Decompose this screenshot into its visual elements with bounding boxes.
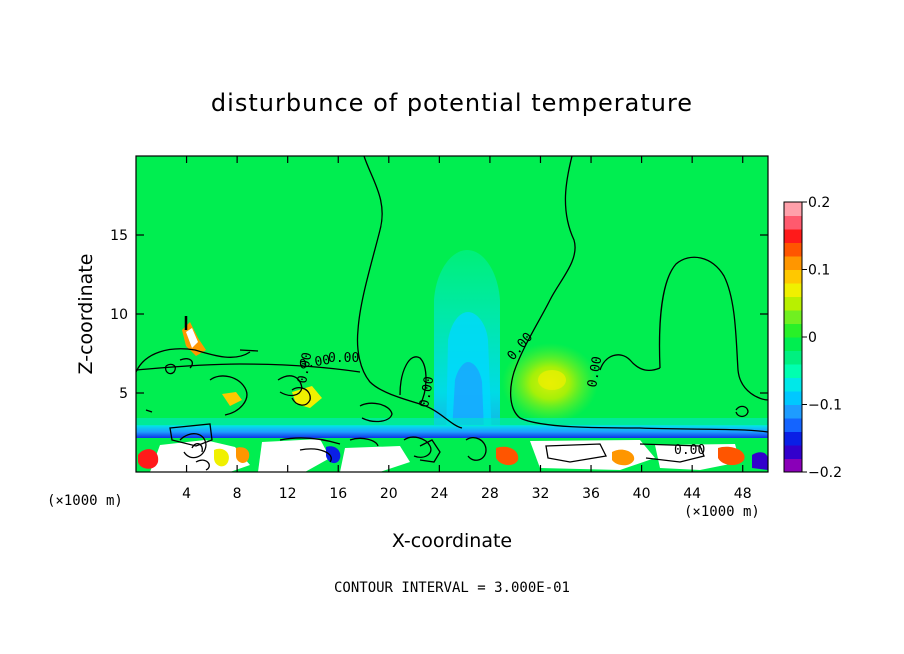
warm-blob-2 <box>222 392 242 406</box>
contour-line-18 <box>403 436 441 463</box>
surface-warm-patch-3 <box>236 447 250 463</box>
colorbar-swatch <box>784 350 802 365</box>
y-axis: 5 10 15 <box>110 228 768 402</box>
contour-line-5 <box>239 349 259 352</box>
contour-label-4: 0.00 <box>417 375 437 408</box>
cool-plume-center <box>452 362 484 432</box>
colorbar-swatch <box>784 431 802 446</box>
colorbar-swatch <box>784 310 802 324</box>
x-tick-label: 44 <box>683 486 701 502</box>
x-tick-label: 12 <box>279 486 297 502</box>
y-axis-title: Z-coordinate <box>75 254 97 375</box>
heatmap-field <box>136 156 768 472</box>
colorbar-swatch <box>784 296 802 311</box>
x-tick-label: 20 <box>380 486 398 502</box>
cold-surface-band <box>136 425 768 439</box>
x-tick-label: 32 <box>532 486 550 502</box>
colorbar-swatch <box>784 202 802 216</box>
colorbar-swatch <box>784 391 802 405</box>
colorbar-tick-label: 0.1 <box>808 263 830 279</box>
x-tick-label: 28 <box>481 486 499 502</box>
contour-label-3: 0.00 <box>328 351 359 366</box>
contour-label-6: 0.00 <box>585 355 605 388</box>
surface-blank-2 <box>258 439 330 472</box>
contour-line-22 <box>179 358 194 369</box>
surface-cold-patch-1 <box>326 446 341 464</box>
surface-warm-patch-4 <box>496 446 519 466</box>
contour-line-24 <box>291 386 311 406</box>
x-tick-label: 36 <box>582 486 600 502</box>
colorbar-swatch <box>784 404 802 419</box>
colorbar-tick-label: 0.2 <box>808 195 830 211</box>
contour-line-14 <box>169 423 213 447</box>
x-axis-title: X-coordinate <box>392 530 512 552</box>
colorbar-swatch <box>784 283 802 297</box>
colorbar-swatch <box>784 229 802 243</box>
contour-label-2: 0.00 <box>295 351 315 384</box>
colorbar-tick-label: 0 <box>808 330 817 346</box>
x-unit-label-left: (×1000 m) <box>47 493 123 509</box>
colorbar-tick-label: −0.2 <box>808 465 842 481</box>
colorbar-swatch <box>784 215 802 230</box>
colorbar-swatch <box>784 337 802 351</box>
x-tick-label: 16 <box>329 486 347 502</box>
colorbar-swatch <box>784 256 802 270</box>
surface-warm-patch-2 <box>214 448 229 467</box>
contour-line-20 <box>545 443 607 463</box>
warm-blob-1-core <box>186 328 198 348</box>
colorbar-swatch <box>784 458 802 473</box>
contour-line-21 <box>639 443 705 463</box>
contour-line-13 <box>145 409 153 413</box>
contour-line-2 <box>509 156 768 433</box>
contour-line-17 <box>279 437 379 463</box>
x-axis: 4 8 12 16 20 24 28 32 36 40 44 48 <box>182 156 752 502</box>
colorbar-tick-label: −0.1 <box>808 398 842 414</box>
contour-line-23 <box>164 363 176 375</box>
warm-anomaly-core <box>538 370 566 390</box>
contour-line-4 <box>136 348 251 373</box>
colorbar: 0.2 0.1 0 −0.1 −0.2 <box>783 195 842 481</box>
colorbar-swatch <box>784 242 802 257</box>
warm-blob-3 <box>292 386 322 408</box>
y-tick-label: 5 <box>119 386 128 402</box>
contour-label-1: 0.00 <box>298 353 331 373</box>
contour-line-3 <box>136 363 361 373</box>
colorbar-swatch <box>784 364 802 378</box>
surface-warm-patch-5 <box>612 449 635 466</box>
contour-line-19 <box>465 436 487 461</box>
surface-warm-patch-6 <box>718 446 745 466</box>
contour-line-6 <box>658 256 768 401</box>
colorbar-swatch <box>784 269 802 284</box>
colorbar-swatch <box>784 377 802 392</box>
colorbar-swatch <box>784 323 802 338</box>
contour-line-8 <box>399 356 427 406</box>
contour-line-16 <box>179 433 210 471</box>
colorbar-swatch <box>784 445 802 459</box>
contour-interval-label: CONTOUR INTERVAL = 3.000E-01 <box>334 580 570 596</box>
surface-blank-3 <box>340 446 410 472</box>
cool-band-top <box>136 418 768 426</box>
contour-line-9 <box>209 375 248 416</box>
surface-cold-patch-2 <box>752 452 768 470</box>
contour-label-7: 0.00 <box>674 443 705 458</box>
contour-line-10 <box>359 402 393 423</box>
x-tick-label: 48 <box>734 486 752 502</box>
x-tick-label: 4 <box>182 486 191 502</box>
colorbar-swatch <box>784 418 802 432</box>
contour-lines <box>136 156 768 471</box>
x-tick-label: 24 <box>430 486 448 502</box>
y-tick-label: 10 <box>110 307 128 323</box>
x-tick-label: 40 <box>633 486 651 502</box>
y-tick-label: 15 <box>110 228 128 244</box>
x-tick-label: 8 <box>233 486 242 502</box>
x-unit-label-right: (×1000 m) <box>684 504 760 520</box>
contour-line-12 <box>735 405 749 418</box>
contour-line-7 <box>599 354 661 372</box>
chart-title: disturbunce of potential temperature <box>211 89 693 117</box>
surface-warm-patch-1 <box>138 449 159 469</box>
